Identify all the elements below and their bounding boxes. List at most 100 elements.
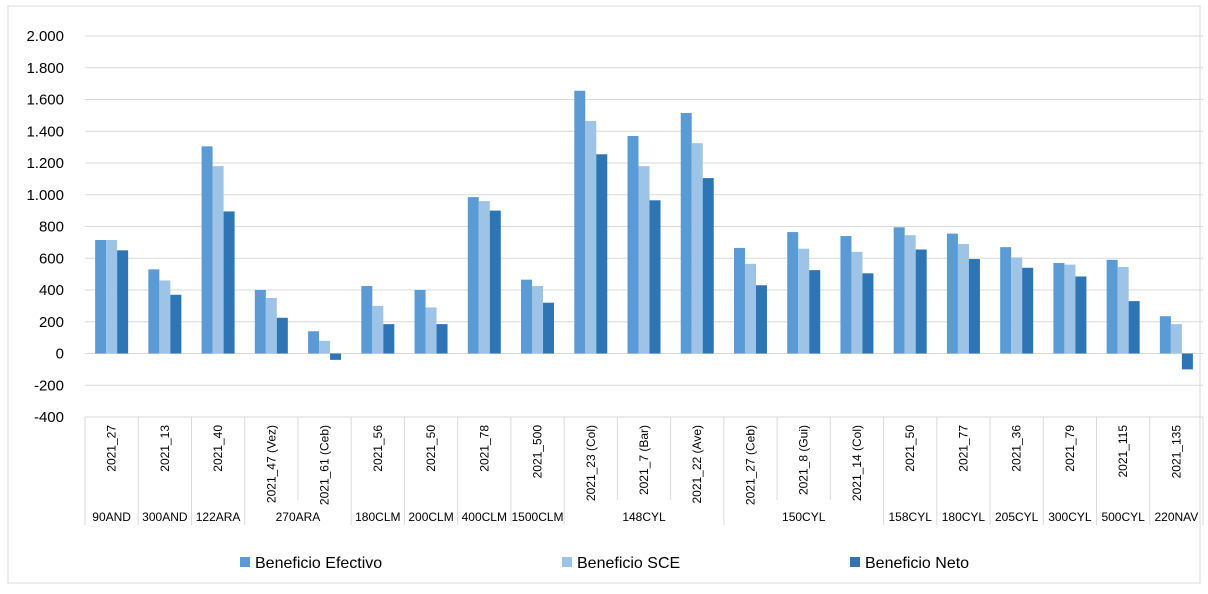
bar xyxy=(170,294,182,354)
legend-swatch xyxy=(562,557,572,567)
group-labels: 90AND 300AND 122ARA 270ARA 180CLM 200CLM 400CL… xyxy=(92,510,1198,524)
category-label: 2021_27 (Ceb) xyxy=(743,425,757,505)
group-label: 158CYL xyxy=(889,510,933,524)
bar xyxy=(383,324,395,354)
category-label: 2021_40 xyxy=(211,425,225,472)
bar xyxy=(691,143,703,354)
legend: Beneficio Efectivo Beneficio SCE Beneficio… xyxy=(240,555,969,572)
bar xyxy=(957,243,969,354)
bar xyxy=(1106,259,1118,354)
bar xyxy=(702,178,714,354)
x-axis xyxy=(84,416,1204,525)
bar xyxy=(1022,267,1034,354)
bar xyxy=(201,146,213,354)
group-label: 180CYL xyxy=(942,510,986,524)
bar xyxy=(798,248,810,354)
category-label: 2021_61 (Ceb) xyxy=(318,425,332,505)
legend-swatch xyxy=(850,557,860,567)
bar xyxy=(478,201,490,354)
bar xyxy=(1053,263,1065,354)
group-label: 205CYL xyxy=(995,510,1039,524)
bar xyxy=(223,211,235,354)
group-label: 1500CLM xyxy=(512,510,564,524)
legend-label: Beneficio SCE xyxy=(577,555,680,572)
legend-swatch xyxy=(240,557,250,567)
category-label: 2021_14 (Col) xyxy=(850,425,864,501)
category-label: 2021_50 xyxy=(424,425,438,472)
group-label: 122ARA xyxy=(196,510,241,524)
legend-item: Beneficio Efectivo xyxy=(240,555,382,572)
bar xyxy=(1011,257,1023,354)
bar xyxy=(117,250,129,354)
y-tick-label: 1.600 xyxy=(26,92,64,109)
category-label: 2021_78 xyxy=(477,425,491,472)
bar xyxy=(1170,324,1182,354)
bar xyxy=(159,280,171,354)
bar xyxy=(467,197,479,354)
y-tick-label: 2.000 xyxy=(26,28,64,45)
group-label: 90AND xyxy=(92,510,131,524)
category-label: 2021_13 xyxy=(158,425,172,472)
y-tick-label: 600 xyxy=(39,250,64,267)
bar xyxy=(543,302,555,354)
category-label: 2021_77 xyxy=(956,425,970,472)
bar xyxy=(532,286,544,354)
y-tick-label: 1.200 xyxy=(26,155,64,172)
y-tick-label: -200 xyxy=(34,377,64,394)
bar xyxy=(893,227,905,354)
bar xyxy=(585,120,597,354)
bar xyxy=(414,290,426,354)
bar xyxy=(638,166,650,354)
y-tick-label: 400 xyxy=(39,282,64,299)
group-label: 180CLM xyxy=(355,510,400,524)
bar xyxy=(1000,247,1012,354)
bar xyxy=(755,285,767,354)
series-beneficio-sce xyxy=(106,120,1182,354)
legend-item: Beneficio Neto xyxy=(850,555,969,572)
bars xyxy=(95,90,1193,370)
bar xyxy=(489,210,501,354)
bar xyxy=(904,235,916,354)
bar xyxy=(744,263,756,354)
category-label: 2021_56 xyxy=(371,425,385,472)
category-label: 2021_50 xyxy=(903,425,917,472)
bar xyxy=(574,90,586,354)
bar xyxy=(851,251,863,354)
bar xyxy=(308,331,320,354)
legend-label: Beneficio Efectivo xyxy=(255,555,382,572)
bar xyxy=(148,269,160,354)
y-tick-label: 800 xyxy=(39,219,64,236)
bar xyxy=(733,247,745,354)
category-label: 2021_79 xyxy=(1063,425,1077,472)
bar xyxy=(330,353,342,360)
group-label: 400CLM xyxy=(462,510,507,524)
legend-item: Beneficio SCE xyxy=(562,555,680,572)
y-tick-label: 200 xyxy=(39,314,64,331)
category-label: 2021_500 xyxy=(531,425,545,479)
group-label: 500CYL xyxy=(1101,510,1145,524)
bar xyxy=(95,239,107,354)
y-tick-label: 1.400 xyxy=(26,123,64,140)
bar xyxy=(840,236,852,354)
series-beneficio-neto xyxy=(117,154,1193,370)
y-tick-label: -400 xyxy=(34,409,64,426)
bar xyxy=(212,166,224,354)
category-label: 2021_7 (Bar) xyxy=(637,425,651,495)
y-tick-label: 1.000 xyxy=(26,187,64,204)
group-label: 270ARA xyxy=(276,510,321,524)
bar xyxy=(1128,301,1140,354)
bar xyxy=(1159,316,1171,354)
bar xyxy=(521,279,533,354)
bar xyxy=(649,200,661,354)
bar xyxy=(809,270,821,354)
bar xyxy=(106,239,118,354)
bar xyxy=(862,273,874,354)
category-label: 2021_47 (Vez) xyxy=(264,425,278,503)
group-label: 300AND xyxy=(142,510,188,524)
bar xyxy=(596,154,608,354)
group-label: 220NAV xyxy=(1154,510,1198,524)
category-label: 2021_115 xyxy=(1116,425,1130,478)
y-tick-label: 0 xyxy=(56,346,64,363)
